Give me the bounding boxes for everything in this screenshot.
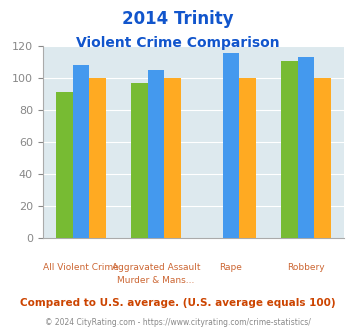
- Text: © 2024 CityRating.com - https://www.cityrating.com/crime-statistics/: © 2024 CityRating.com - https://www.city…: [45, 318, 310, 327]
- Bar: [281, 61, 297, 238]
- Bar: [164, 78, 181, 238]
- Text: All Violent Crime: All Violent Crime: [43, 263, 119, 272]
- Text: Robbery: Robbery: [287, 263, 325, 272]
- Bar: [148, 70, 164, 238]
- Text: Rape: Rape: [219, 263, 242, 272]
- Bar: [297, 57, 314, 238]
- Text: Violent Crime Comparison: Violent Crime Comparison: [76, 36, 279, 50]
- Bar: [73, 65, 89, 238]
- Text: Murder & Mans...: Murder & Mans...: [117, 277, 195, 285]
- Bar: [131, 83, 148, 238]
- Text: Compared to U.S. average. (U.S. average equals 100): Compared to U.S. average. (U.S. average …: [20, 298, 335, 308]
- Bar: [223, 52, 239, 238]
- Text: 2014 Trinity: 2014 Trinity: [122, 10, 233, 28]
- Bar: [89, 78, 106, 238]
- Bar: [239, 78, 256, 238]
- Bar: [314, 78, 331, 238]
- Text: Aggravated Assault: Aggravated Assault: [112, 263, 200, 272]
- Bar: [56, 92, 73, 238]
